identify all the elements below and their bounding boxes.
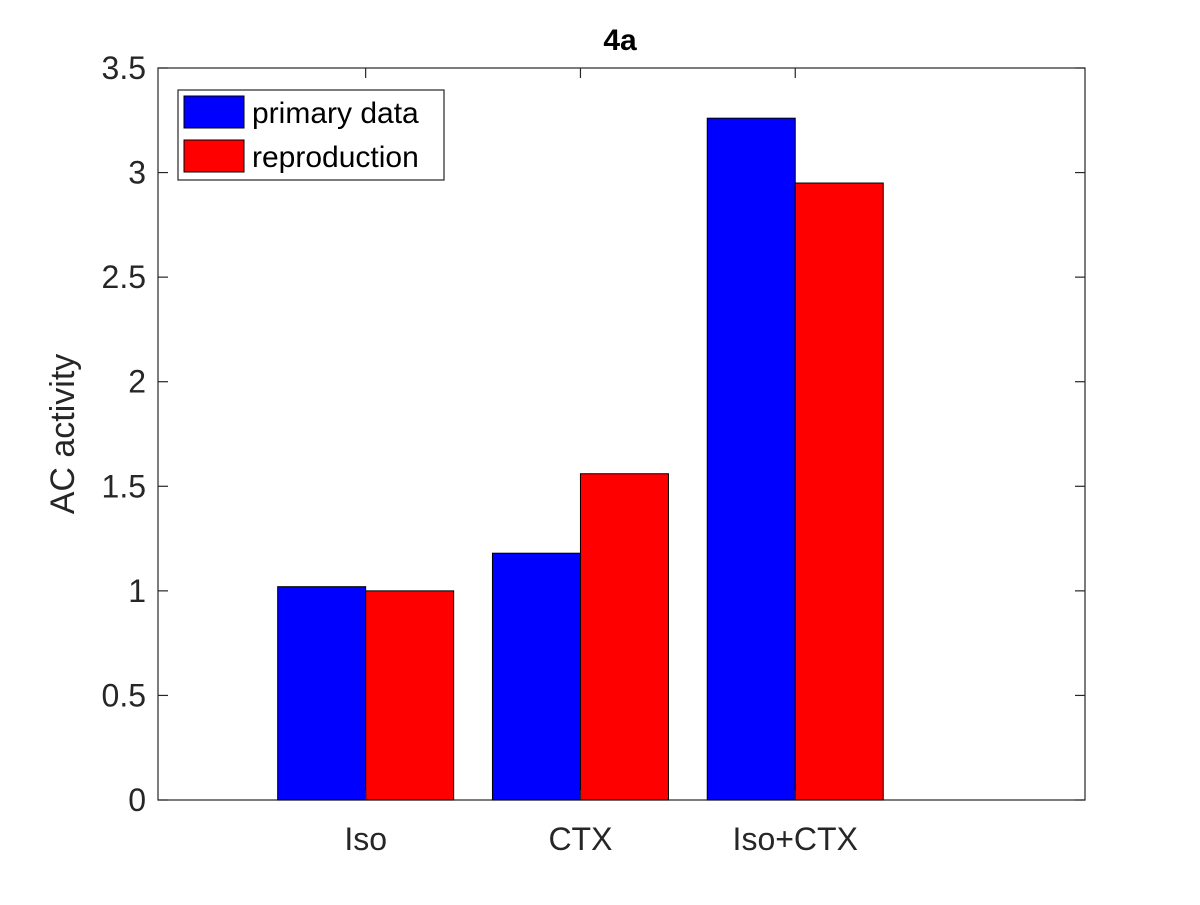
chart-title: 4a — [603, 24, 637, 57]
y-tick-label: 1.5 — [102, 468, 146, 504]
bar-reproduction-iso — [365, 590, 455, 801]
x-tick-label: Iso — [344, 821, 387, 857]
y-axis-label: AC activity — [44, 354, 82, 515]
bars-layer — [277, 117, 884, 801]
y-tick-label: 1 — [128, 573, 146, 609]
ticks-layer: 0 0.5 1 1.5 2 2.5 3 3.5 Iso CTX Iso+CTX — [102, 50, 1085, 857]
legend-swatch — [183, 139, 245, 173]
y-tick-label: 0 — [128, 782, 146, 818]
x-tick-label: CTX — [548, 821, 612, 857]
y-tick-label: 0.5 — [102, 677, 146, 713]
legend-label: primary data — [252, 97, 419, 130]
bar-primary-data-iso — [277, 586, 367, 801]
y-tick-label: 2.5 — [102, 259, 146, 295]
y-tick-label: 3.5 — [102, 50, 146, 86]
legend-swatch — [183, 95, 245, 129]
bar-reproduction-iso-ctx — [794, 182, 884, 801]
y-tick-label: 3 — [128, 155, 146, 191]
legend: primary data reproduction — [177, 89, 445, 181]
bar-primary-data-iso-ctx — [706, 117, 796, 801]
legend-label: reproduction — [252, 141, 419, 174]
y-tick-label: 2 — [128, 364, 146, 400]
bar-reproduction-ctx — [579, 473, 669, 801]
bar-primary-data-ctx — [491, 552, 581, 801]
x-tick-label: Iso+CTX — [733, 821, 858, 857]
